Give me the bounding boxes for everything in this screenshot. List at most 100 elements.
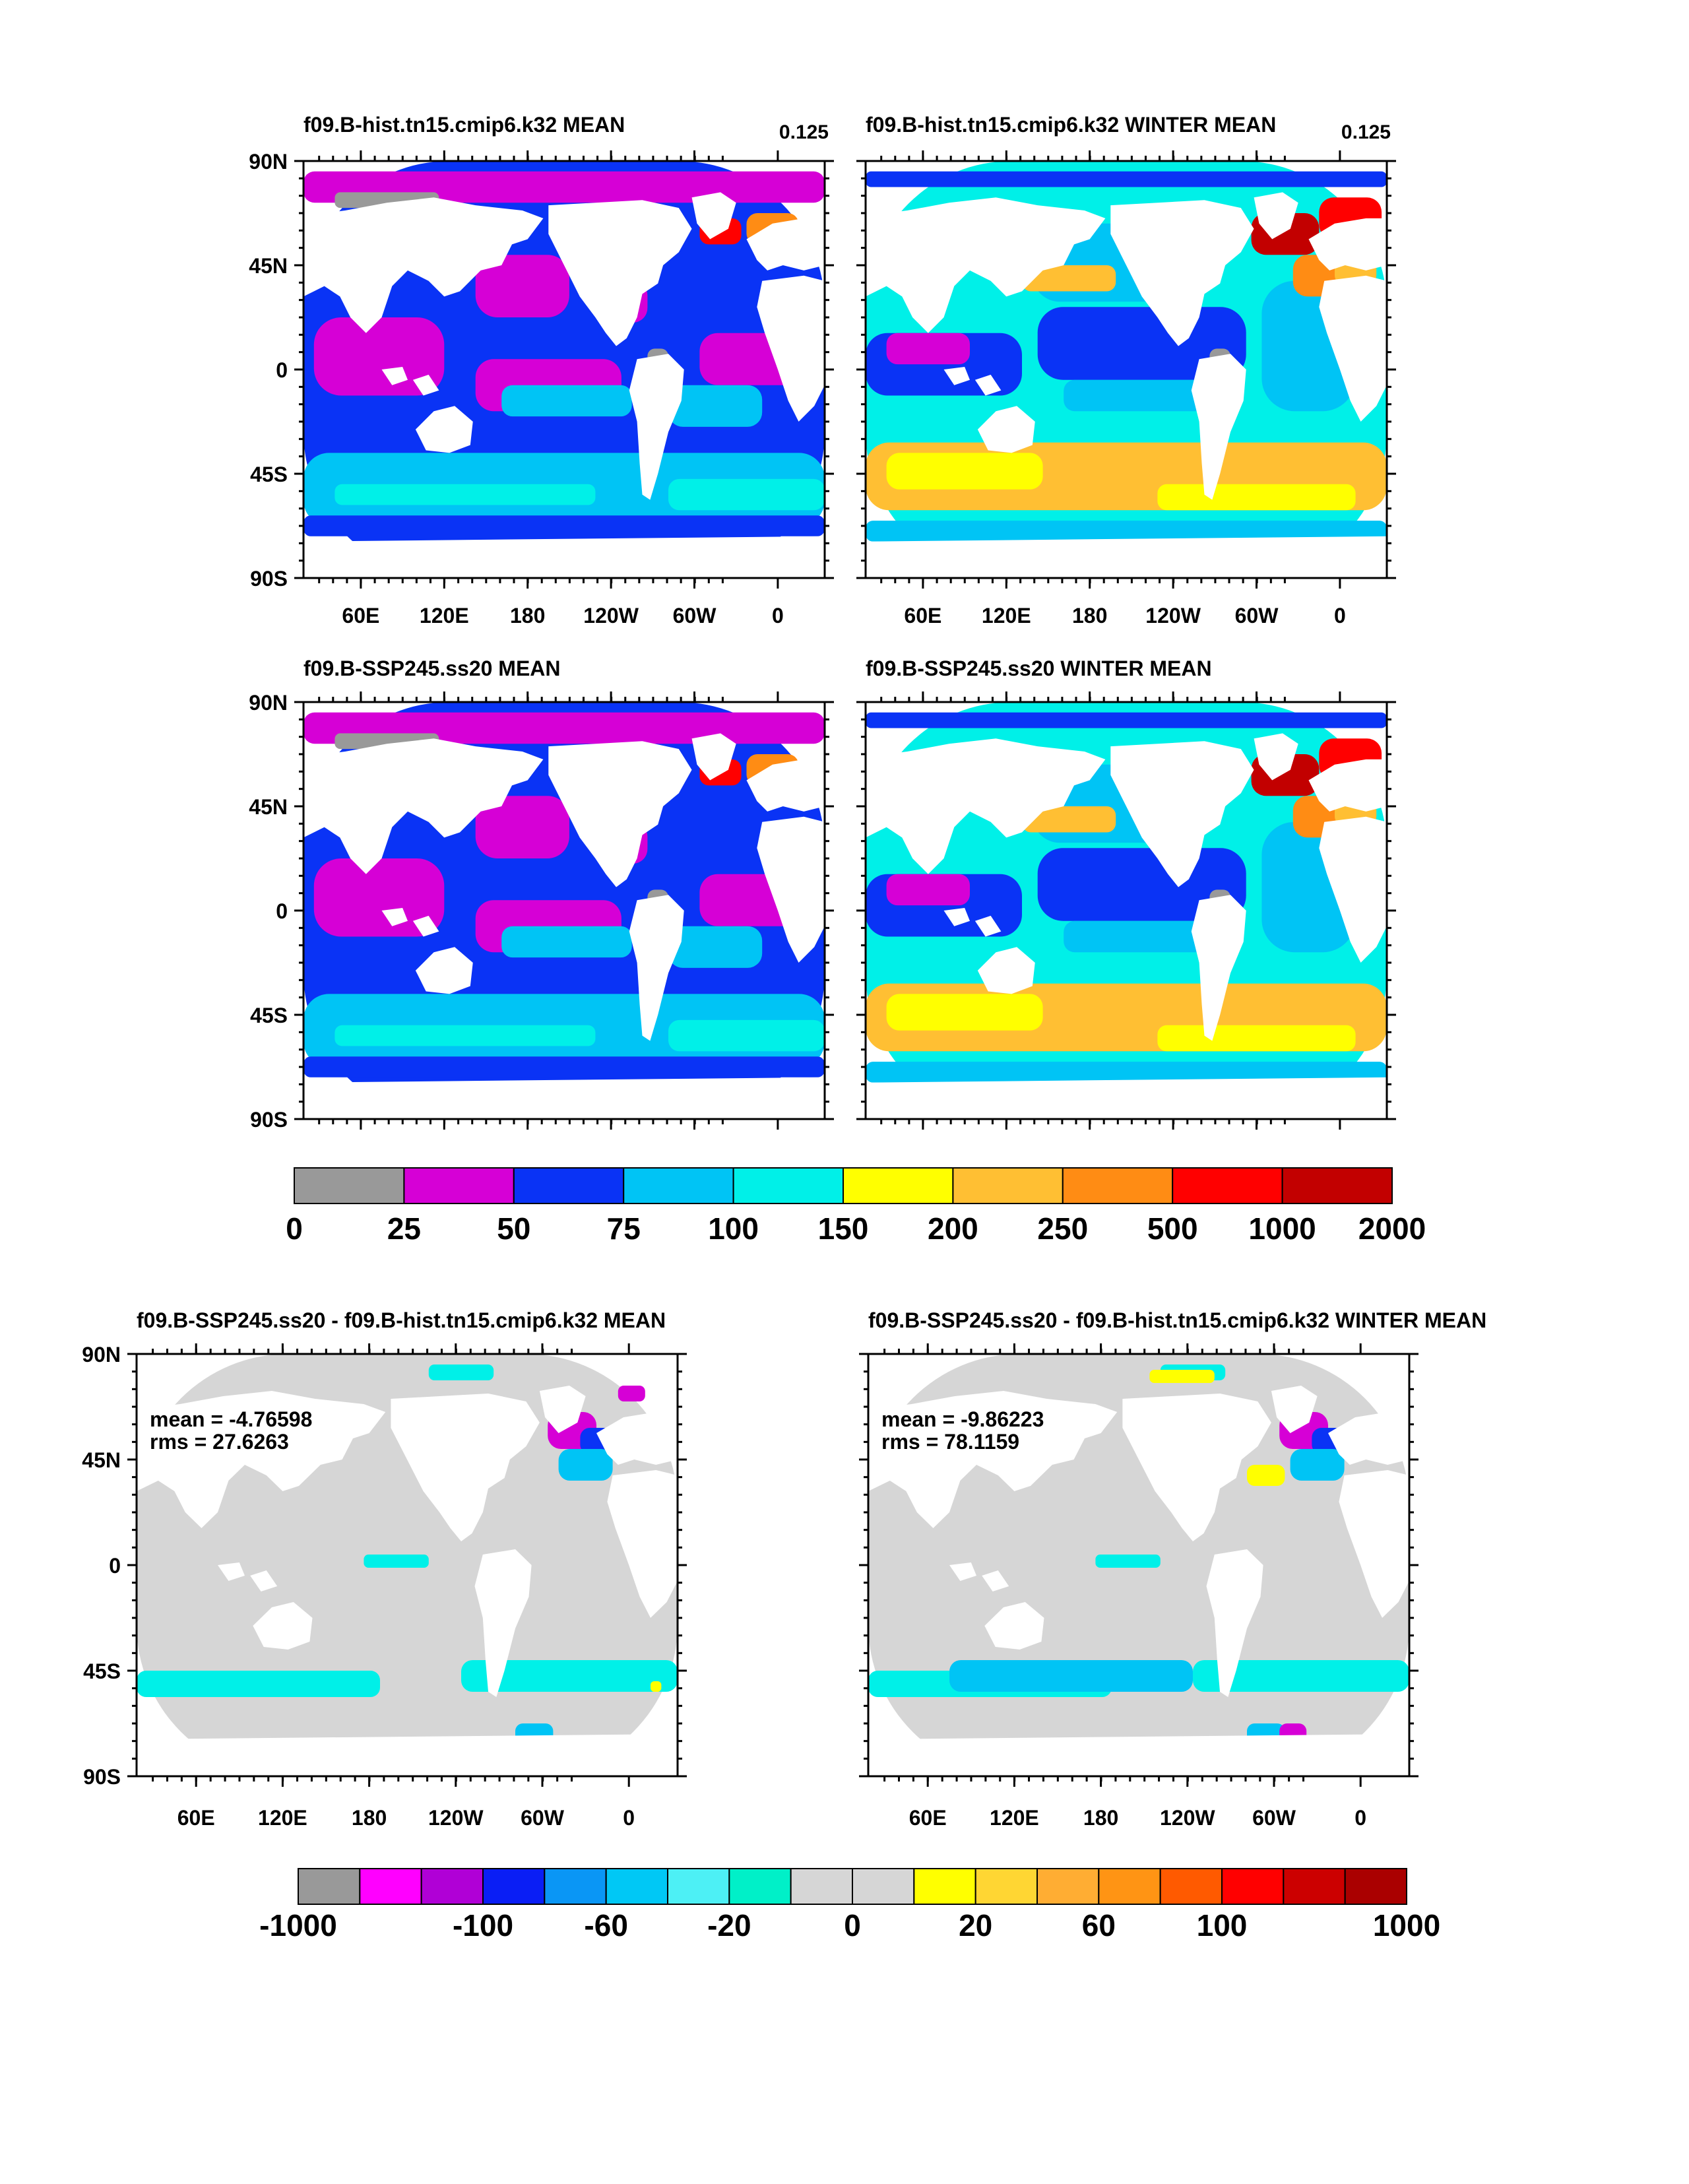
field-region [949,1660,1193,1692]
colorbar-box [1172,1167,1283,1204]
colorbar-label: -1000 [259,1908,337,1943]
lon-label: 120W [583,604,639,627]
field-region [335,484,596,505]
colorbar-box [1036,1868,1100,1905]
colorbar-box [667,1868,730,1905]
colorbar-box [294,1167,405,1204]
colorbar-label: -100 [453,1908,513,1943]
lon-label: 60E [177,1806,215,1830]
field-region [1095,1555,1161,1568]
lon-label: 120E [982,604,1031,627]
map-ticks [856,150,1396,589]
lat-label: 45N [249,254,288,278]
lat-label: 0 [276,899,288,923]
panel-title: f09.B-SSP245.ss20 MEAN [303,657,561,680]
panel-title: f09.B-SSP245.ss20 - f09.B-hist.tn15.cmip… [868,1308,1486,1332]
lon-label: 120W [1145,604,1201,627]
colorbar-label: -20 [707,1908,751,1943]
field-region [137,1671,380,1697]
map-field [303,702,825,1119]
field-region [668,926,763,968]
colorbar-label: 150 [818,1211,869,1246]
lon-label: 0 [623,1806,635,1830]
lon-label: 120W [428,1806,484,1830]
lat-label: 90N [249,150,288,174]
field-region [866,712,1387,728]
colorbar-label: 200 [928,1211,978,1246]
colorbar-box [403,1167,515,1204]
lat-label: 45S [250,1004,288,1027]
panel-title: f09.B-SSP245.ss20 WINTER MEAN [866,657,1212,680]
colorbar-box [1344,1868,1407,1905]
colorbar-box [359,1868,422,1905]
colorbar-box [1062,1167,1174,1204]
field-region [1022,806,1116,833]
lon-label: 0 [1334,604,1346,627]
field-region [558,1449,613,1481]
lat-label: 45S [83,1659,121,1683]
panel-title: f09.B-hist.tn15.cmip6.k32 MEAN [303,113,625,137]
lat-label: 0 [109,1554,121,1578]
field-region [886,874,970,906]
lon-label: 60E [342,604,379,627]
colorbar-box [1283,1868,1346,1905]
lon-label: 180 [352,1806,387,1830]
map-panel-1: f09.B-hist.tn15.cmip6.k32 MEAN 0.125 90N 45… [249,113,834,627]
lon-label: 60W [1235,604,1279,627]
field-region [668,385,763,427]
field-region [475,255,569,317]
colorbar-absolute: 0 25 50 75 100 150 200 250 500 1000 2000 [286,1167,1426,1246]
colorbar-box [544,1868,607,1905]
lon-label: 180 [1083,1806,1118,1830]
lon-label: 60E [904,604,941,627]
field-region [428,1365,494,1380]
map-ticks [127,1343,687,1787]
panel-corner-label: 0.125 [1341,121,1391,143]
colorbar-box [482,1868,546,1905]
lat-label: 90S [250,1108,288,1132]
field-region [501,385,632,417]
colorbar-box [623,1167,734,1204]
colorbar-label: 60 [1082,1908,1116,1943]
lon-label: 120E [990,1806,1039,1830]
lon-label: 180 [510,604,545,627]
lat-label: 90N [82,1343,121,1366]
colorbar-box [298,1868,361,1905]
field-region [886,453,1043,490]
lon-label: 180 [1072,604,1107,627]
colorbar-label: 1000 [1373,1908,1440,1943]
lat-label: 45N [249,795,288,819]
colorbar-label: 1000 [1248,1211,1316,1246]
colorbar-box [852,1868,915,1905]
field-region [475,796,569,858]
field-region [1290,1449,1345,1481]
field-region [866,1062,1387,1083]
field-region [335,1025,596,1046]
field-region [303,515,825,536]
stat-mean: mean = -9.86223 [881,1407,1044,1431]
map-field [866,161,1387,578]
colorbar-box [974,1868,1038,1905]
lon-label: 120E [258,1806,307,1830]
map-field [866,702,1387,1119]
field-region [668,478,825,511]
colorbar-label: 0 [844,1908,861,1943]
lon-label: 60E [909,1806,947,1830]
field-region [364,1555,429,1568]
field-region [1157,1025,1356,1052]
colorbar-box [513,1167,625,1204]
colorbar-label: 50 [497,1211,530,1246]
colorbar-label: 75 [607,1211,641,1246]
map-ticks [856,691,1396,1130]
lon-label: 60W [521,1806,565,1830]
lat-label: 0 [276,358,288,382]
colorbar-box [790,1868,853,1905]
map-panel-3: f09.B-SSP245.ss20 MEAN 90N 45N 0 45S 90S [249,657,834,1132]
map-panel-4: f09.B-SSP245.ss20 WINTER MEAN [856,657,1396,1130]
map-ticks [294,150,834,589]
panel-corner-label: 0.125 [779,121,829,143]
colorbar-box [605,1868,669,1905]
stat-rms: rms = 78.1159 [881,1430,1019,1454]
colorbar-box [1281,1167,1393,1204]
panel-title: f09.B-hist.tn15.cmip6.k32 WINTER MEAN [866,113,1276,137]
